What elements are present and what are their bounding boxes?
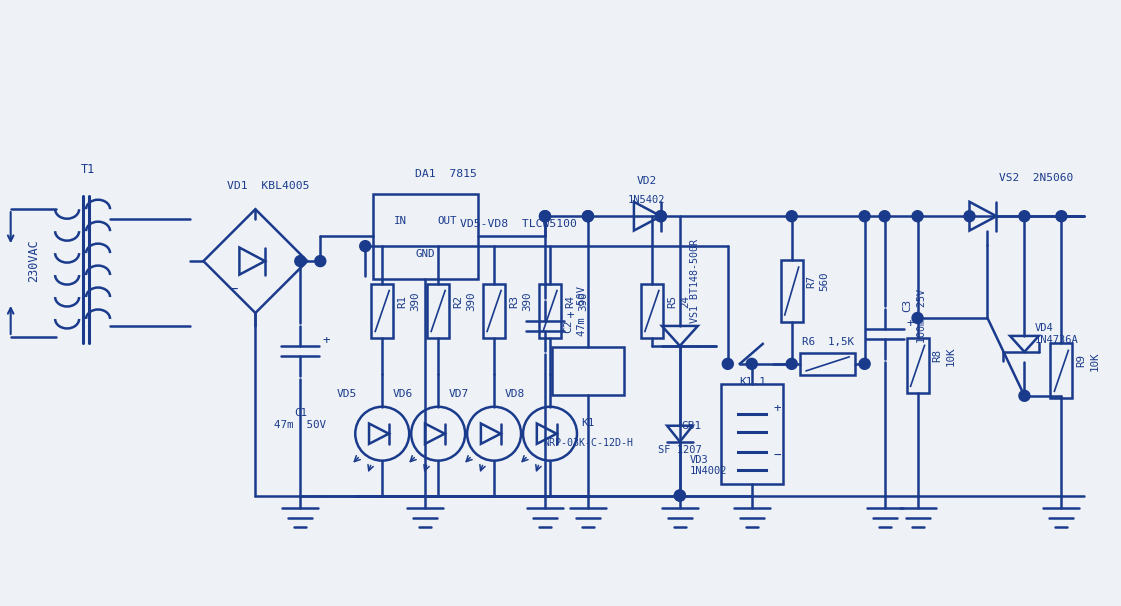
Text: 390: 390 xyxy=(522,291,532,311)
Text: VD3
1N4002: VD3 1N4002 xyxy=(689,455,728,476)
Circle shape xyxy=(656,211,666,222)
Text: R3: R3 xyxy=(509,295,519,307)
Circle shape xyxy=(656,211,666,222)
Circle shape xyxy=(1019,211,1030,222)
Circle shape xyxy=(879,211,890,222)
Circle shape xyxy=(859,211,870,222)
Bar xyxy=(483,284,506,338)
Text: VD2: VD2 xyxy=(637,176,657,186)
Circle shape xyxy=(675,490,685,501)
Bar xyxy=(371,284,393,338)
Text: VS2  2N5060: VS2 2N5060 xyxy=(1000,173,1074,183)
Bar xyxy=(539,284,560,338)
Circle shape xyxy=(859,358,870,369)
Text: VS1 BT148-500R: VS1 BT148-500R xyxy=(689,239,700,323)
Text: 390: 390 xyxy=(578,291,589,311)
Text: GND: GND xyxy=(416,249,435,259)
Text: NRP-03K-C-12D-H: NRP-03K-C-12D-H xyxy=(543,438,633,448)
Text: R2: R2 xyxy=(453,295,463,307)
Bar xyxy=(721,384,782,484)
Circle shape xyxy=(786,211,797,222)
Text: C2: C2 xyxy=(563,319,573,333)
Text: 560: 560 xyxy=(819,271,830,291)
Text: C3: C3 xyxy=(902,299,912,313)
Text: +: + xyxy=(567,310,574,322)
Text: K1: K1 xyxy=(581,418,595,428)
Bar xyxy=(373,194,478,279)
Text: 1N5402: 1N5402 xyxy=(628,195,666,205)
Text: R1: R1 xyxy=(397,295,407,307)
Bar xyxy=(552,347,624,395)
Text: C1
47m  50V: C1 47m 50V xyxy=(275,408,326,430)
Text: 47m  50V: 47m 50V xyxy=(577,286,587,336)
Text: 10K: 10K xyxy=(1090,351,1100,371)
Circle shape xyxy=(675,490,685,501)
Circle shape xyxy=(360,241,371,251)
Circle shape xyxy=(583,211,593,222)
Text: SF 1207: SF 1207 xyxy=(658,445,702,454)
Text: K1.1: K1.1 xyxy=(739,377,767,387)
Circle shape xyxy=(964,211,975,222)
Text: VD6: VD6 xyxy=(393,389,414,399)
Text: T1: T1 xyxy=(81,163,94,176)
Text: DA1  7815: DA1 7815 xyxy=(415,169,478,179)
Text: VD5: VD5 xyxy=(337,389,358,399)
Text: VD8: VD8 xyxy=(504,389,525,399)
Circle shape xyxy=(295,256,306,267)
Text: IN: IN xyxy=(393,216,407,226)
Circle shape xyxy=(1019,390,1030,401)
Text: +: + xyxy=(773,402,781,415)
Text: −: − xyxy=(773,449,781,462)
Text: −: − xyxy=(229,282,238,296)
Text: OUT: OUT xyxy=(437,216,457,226)
Text: R8: R8 xyxy=(933,350,943,362)
Text: 100m  25V: 100m 25V xyxy=(917,289,927,343)
Text: VD4
1N4736A: VD4 1N4736A xyxy=(1035,323,1078,345)
Text: R9: R9 xyxy=(1076,355,1086,367)
Text: VD1  KBL4005: VD1 KBL4005 xyxy=(228,181,309,191)
Circle shape xyxy=(722,358,733,369)
Text: 24: 24 xyxy=(679,295,689,307)
Text: R6  1,5K: R6 1,5K xyxy=(802,337,854,347)
Text: VD5-VD8  TLCW5100: VD5-VD8 TLCW5100 xyxy=(460,219,576,229)
Circle shape xyxy=(912,313,923,324)
Text: +: + xyxy=(323,335,330,347)
Text: +: + xyxy=(907,318,914,330)
Text: 390: 390 xyxy=(466,291,476,311)
Circle shape xyxy=(912,211,923,222)
Circle shape xyxy=(747,358,758,369)
Circle shape xyxy=(1056,211,1067,222)
Text: R7: R7 xyxy=(807,275,817,288)
Bar xyxy=(1050,344,1073,398)
Bar xyxy=(800,353,855,375)
Circle shape xyxy=(539,211,550,222)
Text: 10K: 10K xyxy=(945,346,955,365)
Text: 230VAC: 230VAC xyxy=(27,240,40,282)
Bar xyxy=(907,338,928,393)
Text: R4: R4 xyxy=(565,295,575,307)
Bar xyxy=(780,260,803,322)
Bar xyxy=(427,284,450,338)
Circle shape xyxy=(583,211,593,222)
Text: GB1: GB1 xyxy=(682,421,702,431)
Text: 390: 390 xyxy=(410,291,420,311)
Circle shape xyxy=(786,358,797,369)
Circle shape xyxy=(539,211,550,222)
Text: VD7: VD7 xyxy=(450,389,470,399)
Bar xyxy=(641,284,663,338)
Text: R5: R5 xyxy=(667,295,677,307)
Circle shape xyxy=(315,256,326,267)
